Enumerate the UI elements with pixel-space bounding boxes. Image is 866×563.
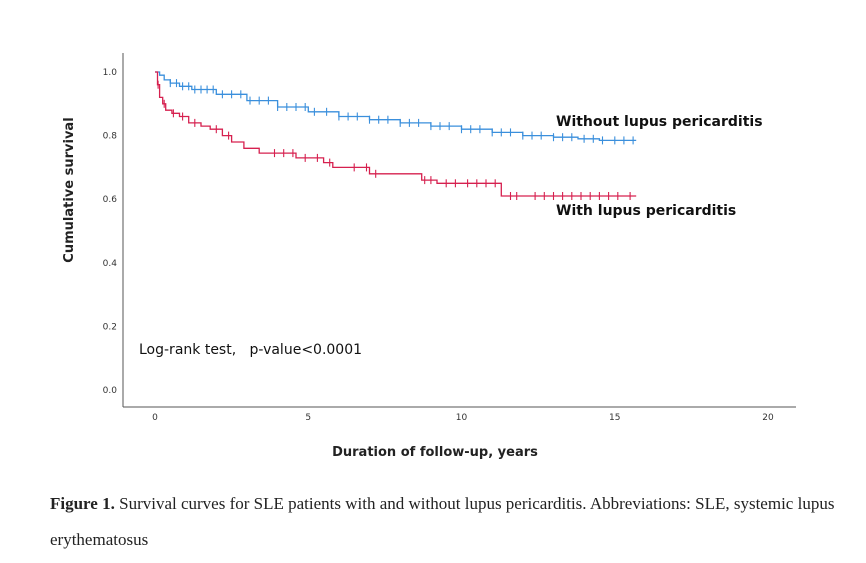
figure-label: Figure 1.	[50, 494, 115, 513]
y-tick-label: 0.0	[103, 386, 118, 396]
survival-curve-with	[155, 71, 637, 197]
figure-caption-text: Survival curves for SLE patients with an…	[50, 494, 835, 549]
survival-series	[155, 71, 637, 200]
logrank-annotation: Log-rank test, p-value<0.0001	[139, 342, 362, 358]
y-tick-label: 0.4	[103, 259, 118, 269]
chart-axes	[122, 53, 796, 408]
x-axis-title: Duration of follow-up, years	[332, 445, 538, 460]
y-tick-label: 1.0	[103, 68, 118, 78]
series-label-with: With lupus pericarditis	[556, 203, 736, 219]
x-tick-label: 20	[762, 413, 774, 423]
y-tick-labels: 0.0 0.2 0.4 0.6 0.8 1.0	[103, 68, 118, 396]
y-tick-label: 0.6	[103, 195, 118, 205]
x-tick-label: 5	[305, 413, 311, 423]
x-tick-label: 10	[456, 413, 468, 423]
x-tick-label: 15	[609, 413, 620, 423]
series-label-without: Without lupus pericarditis	[556, 114, 763, 130]
x-tick-labels: 0 5 10 15 20	[152, 413, 774, 423]
survival-curve-without	[155, 71, 637, 142]
figure-caption: Figure 1. Survival curves for SLE patien…	[50, 486, 840, 558]
y-tick-label: 0.2	[103, 322, 117, 332]
km-survival-chart: 0.0 0.2 0.4 0.6 0.8 1.0 0 5 10 15 20 Cumulative s…	[62, 53, 796, 460]
y-tick-label: 0.8	[103, 132, 118, 142]
x-tick-label: 0	[152, 413, 158, 423]
y-axis-title: Cumulative survival	[62, 117, 77, 262]
